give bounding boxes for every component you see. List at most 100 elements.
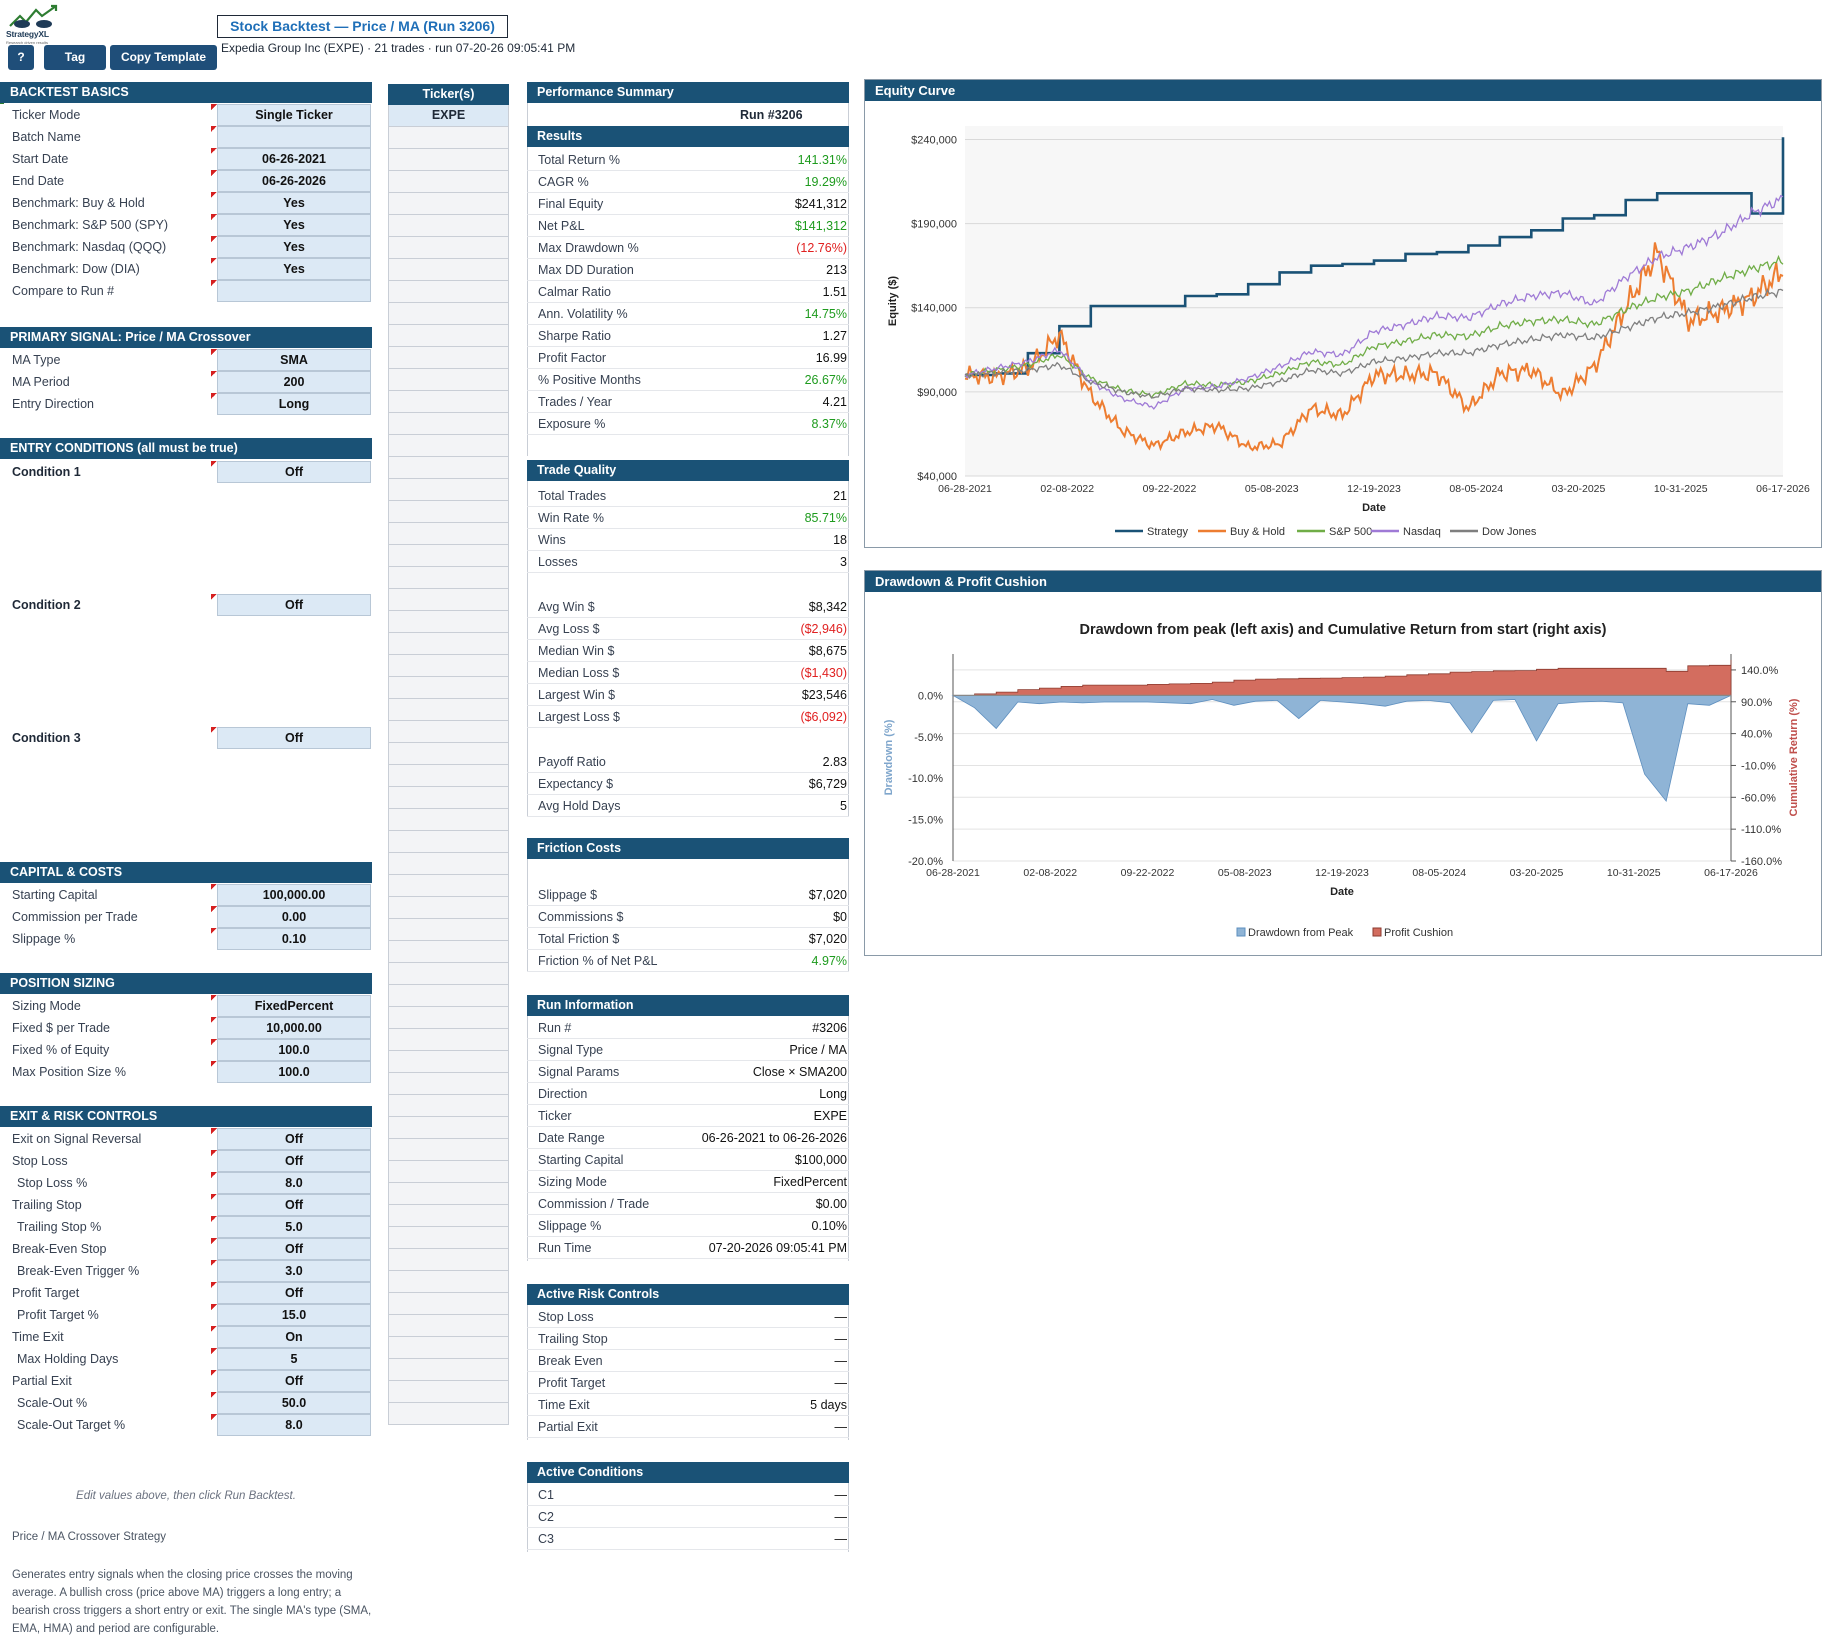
ticker-cell[interactable] <box>388 567 509 589</box>
ticker-cell[interactable] <box>388 1315 509 1337</box>
ticker-cell[interactable] <box>388 523 509 545</box>
ticker-cell[interactable] <box>388 985 509 1007</box>
setting-input-ticker-mode[interactable]: Single Ticker <box>217 104 371 126</box>
setting-input-batch-name[interactable] <box>217 126 371 148</box>
ticker-cell[interactable] <box>388 1161 509 1183</box>
ticker-cell[interactable] <box>388 611 509 633</box>
ticker-cell[interactable] <box>388 215 509 237</box>
condition-param-input[interactable] <box>217 638 371 660</box>
ticker-cell[interactable] <box>388 149 509 171</box>
setting-input-end-date[interactable]: 06-26-2026 <box>217 170 371 192</box>
ticker-cell[interactable] <box>388 1139 509 1161</box>
setting-input-break-even-stop[interactable]: Off <box>217 1238 371 1260</box>
setting-input-condition-2[interactable]: Off <box>217 594 371 616</box>
setting-input-max-holding-days[interactable]: 5 <box>217 1348 371 1370</box>
setting-input-trailing-stop[interactable]: 5.0 <box>217 1216 371 1238</box>
setting-input-max-position-size[interactable]: 100.0 <box>217 1061 371 1083</box>
ticker-cell[interactable] <box>388 875 509 897</box>
condition-param-input[interactable] <box>217 793 371 815</box>
ticker-cell[interactable] <box>388 501 509 523</box>
ticker-cell[interactable] <box>388 743 509 765</box>
setting-input-profit-target[interactable]: 15.0 <box>217 1304 371 1326</box>
ticker-cell[interactable] <box>388 1359 509 1381</box>
setting-input-exit-on-signal-reversal[interactable]: Off <box>217 1128 371 1150</box>
setting-input-benchmark-s-p-500-spy[interactable]: Yes <box>217 214 371 236</box>
setting-input-scale-out-target[interactable]: 8.0 <box>217 1414 371 1436</box>
setting-input-entry-direction[interactable]: Long <box>217 393 371 415</box>
condition-param-input[interactable] <box>217 505 371 527</box>
help-button[interactable]: ? <box>8 45 34 70</box>
ticker-cell[interactable] <box>388 941 509 963</box>
ticker-cell[interactable] <box>388 831 509 853</box>
setting-input-partial-exit[interactable]: Off <box>217 1370 371 1392</box>
tag-button[interactable]: Tag <box>44 45 106 70</box>
copy-template-button[interactable]: Copy Template <box>110 45 217 70</box>
ticker-cell[interactable] <box>388 1337 509 1359</box>
condition-param-input[interactable] <box>217 815 371 837</box>
setting-input-benchmark-buy-hold[interactable]: Yes <box>217 192 371 214</box>
ticker-cell[interactable] <box>388 1381 509 1403</box>
ticker-cell[interactable] <box>388 721 509 743</box>
ticker-cell[interactable] <box>388 919 509 941</box>
setting-input-condition-1[interactable]: Off <box>217 461 371 483</box>
setting-input-compare-to-run[interactable] <box>217 280 371 302</box>
ticker-cell[interactable] <box>388 1007 509 1029</box>
condition-param-input[interactable] <box>217 483 371 505</box>
ticker-cell[interactable] <box>388 1249 509 1271</box>
ticker-cell[interactable] <box>388 633 509 655</box>
setting-input-stop-loss[interactable]: 8.0 <box>217 1172 371 1194</box>
setting-input-fixed-of-equity[interactable]: 100.0 <box>217 1039 371 1061</box>
ticker-cell[interactable] <box>388 369 509 391</box>
ticker-cell[interactable]: EXPE <box>388 105 509 127</box>
condition-param-input[interactable] <box>217 660 371 682</box>
ticker-cell[interactable] <box>388 259 509 281</box>
setting-input-break-even-trigger[interactable]: 3.0 <box>217 1260 371 1282</box>
setting-input-sizing-mode[interactable]: FixedPercent <box>217 995 371 1017</box>
ticker-cell[interactable] <box>388 809 509 831</box>
ticker-cell[interactable] <box>388 325 509 347</box>
setting-input-benchmark-nasdaq-qqq[interactable]: Yes <box>217 236 371 258</box>
ticker-cell[interactable] <box>388 765 509 787</box>
ticker-cell[interactable] <box>388 1271 509 1293</box>
ticker-cell[interactable] <box>388 281 509 303</box>
ticker-cell[interactable] <box>388 413 509 435</box>
ticker-cell[interactable] <box>388 347 509 369</box>
setting-input-ma-period[interactable]: 200 <box>217 371 371 393</box>
setting-input-stop-loss[interactable]: Off <box>217 1150 371 1172</box>
ticker-cell[interactable] <box>388 963 509 985</box>
ticker-cell[interactable] <box>388 237 509 259</box>
ticker-cell[interactable] <box>388 1205 509 1227</box>
condition-param-input[interactable] <box>217 771 371 793</box>
setting-input-ma-type[interactable]: SMA <box>217 349 371 371</box>
setting-input-fixed-per-trade[interactable]: 10,000.00 <box>217 1017 371 1039</box>
setting-input-starting-capital[interactable]: 100,000.00 <box>217 884 371 906</box>
setting-input-start-date[interactable]: 06-26-2021 <box>217 148 371 170</box>
ticker-cell[interactable] <box>388 391 509 413</box>
ticker-cell[interactable] <box>388 655 509 677</box>
ticker-cell[interactable] <box>388 171 509 193</box>
ticker-cell[interactable] <box>388 1403 509 1425</box>
setting-input-scale-out[interactable]: 50.0 <box>217 1392 371 1414</box>
ticker-cell[interactable] <box>388 435 509 457</box>
setting-input-commission-per-trade[interactable]: 0.00 <box>217 906 371 928</box>
ticker-cell[interactable] <box>388 479 509 501</box>
ticker-cell[interactable] <box>388 1073 509 1095</box>
setting-input-condition-3[interactable]: Off <box>217 727 371 749</box>
ticker-cell[interactable] <box>388 457 509 479</box>
ticker-cell[interactable] <box>388 699 509 721</box>
ticker-cell[interactable] <box>388 853 509 875</box>
condition-param-input[interactable] <box>217 682 371 704</box>
ticker-cell[interactable] <box>388 127 509 149</box>
ticker-cell[interactable] <box>388 545 509 567</box>
setting-input-time-exit[interactable]: On <box>217 1326 371 1348</box>
ticker-cell[interactable] <box>388 1029 509 1051</box>
condition-param-input[interactable] <box>217 749 371 771</box>
setting-input-benchmark-dow-dia[interactable]: Yes <box>217 258 371 280</box>
ticker-cell[interactable] <box>388 897 509 919</box>
condition-param-input[interactable] <box>217 616 371 638</box>
ticker-cell[interactable] <box>388 677 509 699</box>
ticker-cell[interactable] <box>388 1051 509 1073</box>
setting-input-trailing-stop[interactable]: Off <box>217 1194 371 1216</box>
ticker-cell[interactable] <box>388 303 509 325</box>
ticker-cell[interactable] <box>388 589 509 611</box>
